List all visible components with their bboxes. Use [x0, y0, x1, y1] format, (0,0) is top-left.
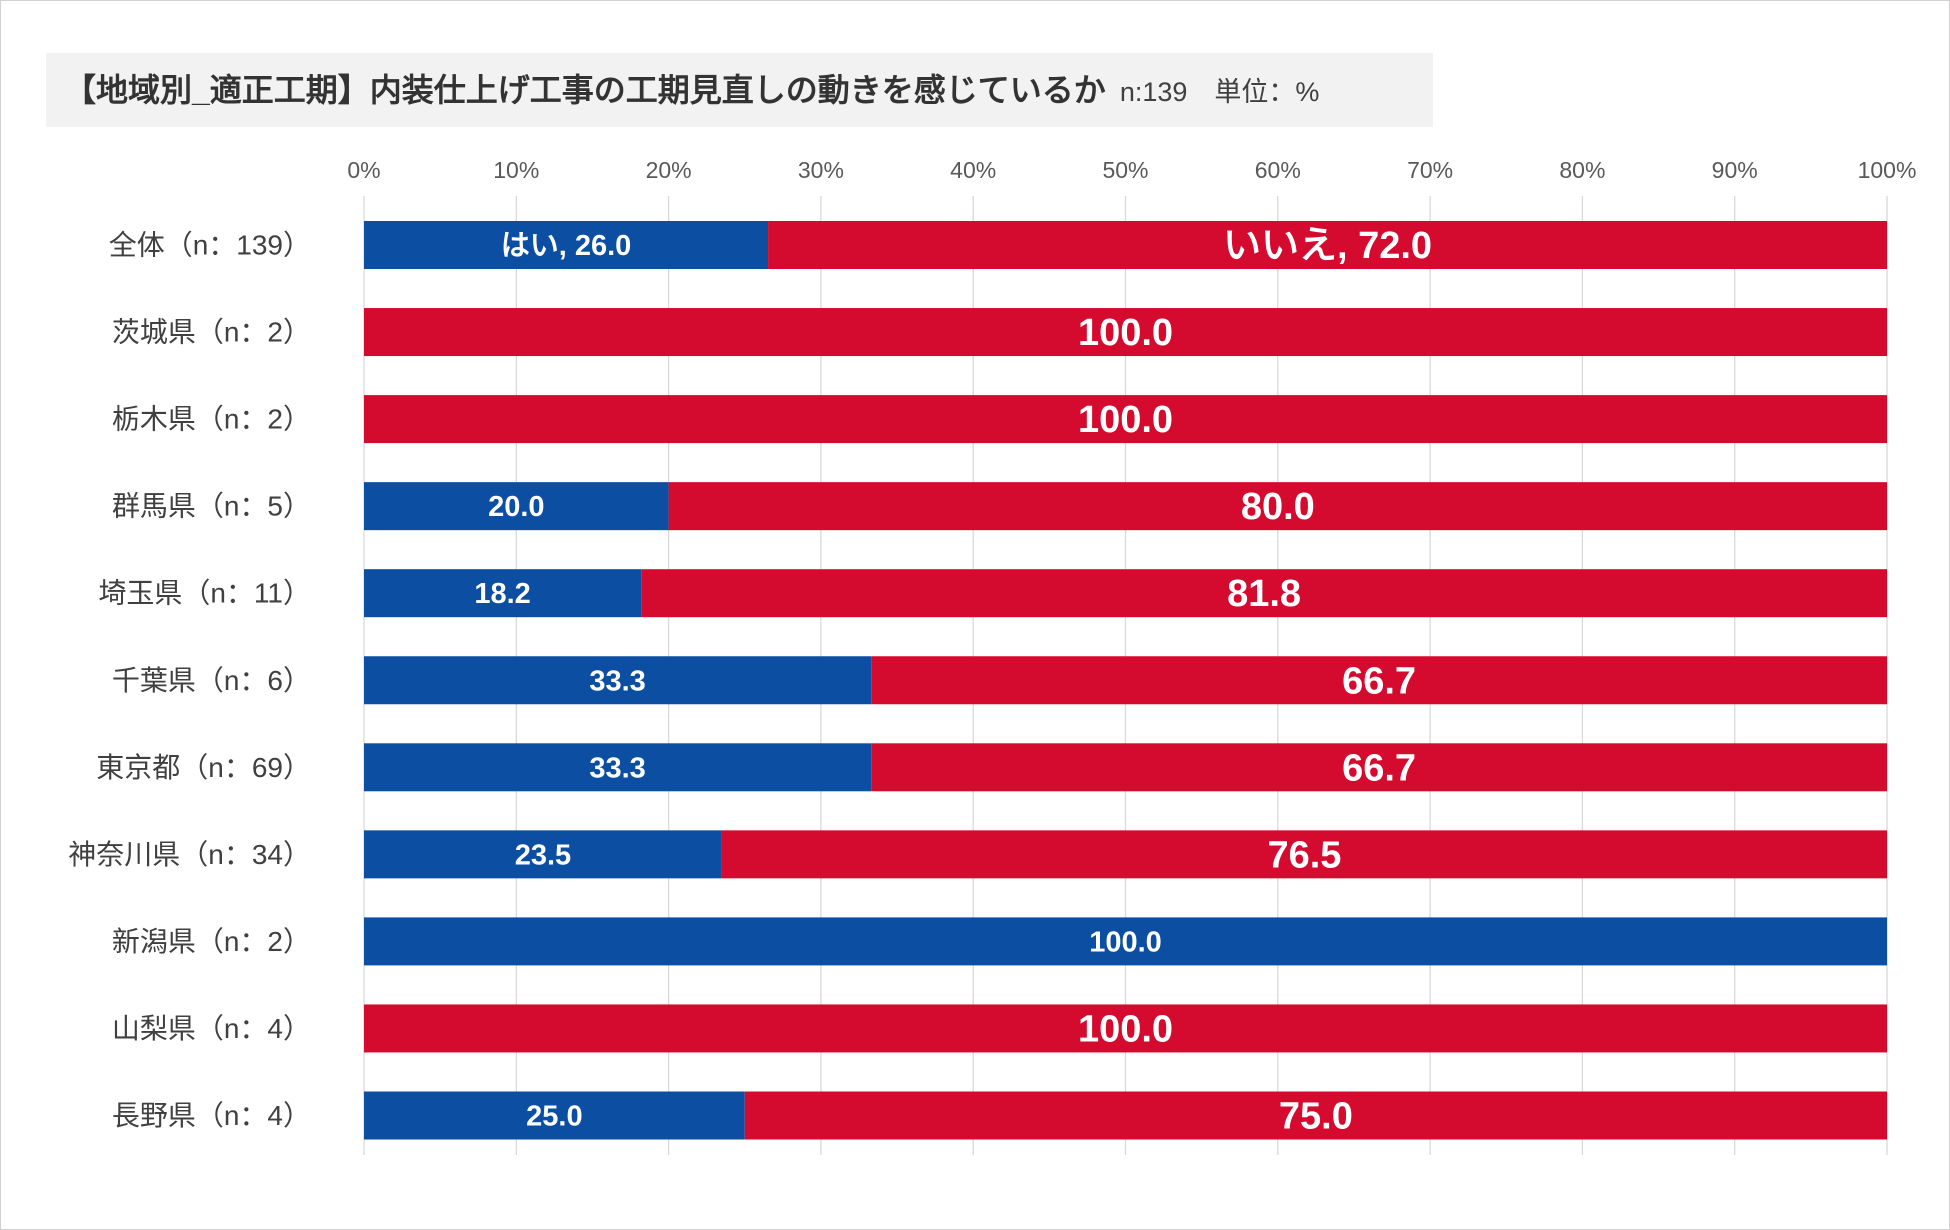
data-label-yes-row-4: 18.2	[474, 578, 530, 610]
category-labels: 全体（n：139） 茨城県（n：2） 栃木県（n：2） 群馬県（n：5） 埼玉県（n：1…	[68, 230, 311, 1132]
bar-segment-yes-row-5	[364, 656, 872, 705]
data-label-yes-row-7: 23.5	[515, 839, 571, 871]
category-label-1: 茨城県（n：2）	[112, 317, 311, 348]
data-labels: はい, 26.0 いいえ, 72.0 100.0 100.0 20.0 80.0 18.2 8…	[474, 225, 1432, 1138]
bar-segment-no-row-1	[364, 308, 1887, 357]
bar-segment-yes-row-7	[364, 830, 722, 879]
bar-segment-no-row-5	[871, 656, 1887, 705]
data-label-no-row-5: 66.7	[1342, 660, 1416, 702]
category-label-3: 群馬県（n：5）	[112, 491, 311, 522]
data-label-no-row-0: いいえ, 72.0	[1223, 225, 1432, 267]
x-tick-label-0: 0%	[347, 157, 380, 183]
category-label-6: 東京都（n：69）	[96, 752, 311, 783]
category-label-8: 新潟県（n：2）	[112, 926, 311, 957]
category-label-5: 千葉県（n：6）	[112, 665, 311, 696]
x-tick-label-3: 30%	[798, 157, 844, 183]
x-axis-ticks: 0% 10% 20% 30% 40% 50% 60% 70% 80% 90% 100%	[347, 157, 1916, 183]
bar-segment-no-row-4	[641, 569, 1887, 618]
data-label-yes-row-3: 20.0	[488, 491, 544, 523]
data-label-no-row-3: 80.0	[1241, 486, 1315, 528]
data-label-no-row-2: 100.0	[1078, 399, 1173, 441]
title-box	[46, 53, 1433, 127]
data-label-yes-row-8: 100.0	[1089, 926, 1162, 958]
x-tick-label-5: 50%	[1102, 157, 1148, 183]
bar-segment-yes-row-8	[364, 917, 1887, 966]
chart-title: 【地域別_適正工期】内装仕上げ工事の工期見直しの動きを感じているか n:139 単…	[64, 72, 1319, 108]
data-label-no-row-1: 100.0	[1078, 312, 1173, 354]
data-label-no-row-9: 100.0	[1078, 1008, 1173, 1050]
x-tick-label-6: 60%	[1255, 157, 1301, 183]
bar-segment-no-row-6	[871, 743, 1887, 792]
x-tick-label-4: 40%	[950, 157, 996, 183]
category-label-4: 埼玉県（n：11）	[98, 578, 311, 609]
x-tick-label-8: 80%	[1559, 157, 1605, 183]
x-tick-label-2: 20%	[646, 157, 692, 183]
category-label-7: 神奈川県（n：34）	[68, 839, 311, 870]
category-label-0: 全体（n：139）	[109, 230, 311, 261]
data-label-yes-row-0: はい, 26.0	[501, 230, 632, 262]
chart-subtitle: n:139 単位：%	[1120, 77, 1320, 107]
bar-segment-yes-row-0	[364, 221, 769, 269]
category-label-2: 栃木県（n：2）	[112, 404, 311, 435]
data-label-yes-row-10: 25.0	[526, 1101, 582, 1133]
category-label-10: 長野県（n：4）	[112, 1100, 311, 1131]
bar-segment-yes-row-4	[364, 569, 642, 618]
data-label-yes-row-6: 33.3	[589, 752, 645, 784]
x-tick-label-7: 70%	[1407, 157, 1453, 183]
x-tick-label-1: 10%	[493, 157, 539, 183]
bar-segment-yes-row-6	[364, 743, 872, 792]
data-label-no-row-6: 66.7	[1342, 747, 1416, 789]
bar-segment-no-row-2	[364, 395, 1887, 444]
x-tick-label-10: 100%	[1858, 157, 1917, 183]
data-label-no-row-4: 81.8	[1227, 573, 1301, 615]
bar-segment-no-row-10	[744, 1091, 1887, 1140]
data-label-yes-row-5: 33.3	[589, 665, 645, 697]
bar-segment-yes-row-3	[364, 482, 669, 531]
bars	[364, 221, 1887, 1140]
data-label-no-row-7: 76.5	[1267, 834, 1341, 876]
bar-segment-no-row-9	[364, 1004, 1887, 1053]
bar-segment-yes-row-10	[364, 1091, 745, 1140]
bar-segment-no-row-7	[721, 830, 1887, 879]
bar-segment-no-row-3	[668, 482, 1887, 531]
bar-segment-no-row-0	[768, 221, 1887, 269]
data-label-no-row-10: 75.0	[1279, 1096, 1353, 1138]
category-label-9: 山梨県（n：4）	[112, 1013, 311, 1044]
x-tick-label-9: 90%	[1712, 157, 1758, 183]
chart-title-main: 【地域別_適正工期】内装仕上げ工事の工期見直しの動きを感じているか	[64, 72, 1106, 108]
